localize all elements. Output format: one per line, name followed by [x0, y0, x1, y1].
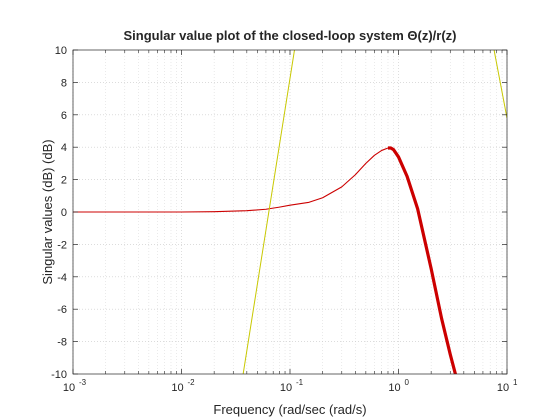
y-tick-label: 0 — [61, 207, 67, 219]
series-line-closed-loop-thick — [387, 146, 458, 374]
x-tick-label: 10 — [63, 382, 75, 394]
x-tick-label: 10 — [497, 382, 509, 394]
y-tick-label: 10 — [55, 45, 67, 57]
y-axis-label: Singular values (dB) (dB) — [40, 139, 55, 284]
x-tick-label: 10 — [171, 382, 183, 394]
axis-ticks — [72, 49, 508, 375]
series-group — [73, 50, 507, 374]
y-tick-label: -8 — [57, 337, 67, 349]
x-axis-label: Frequency (rad/sec (rad/s) — [213, 402, 366, 417]
y-tick-label: -10 — [51, 369, 67, 381]
x-tick-labels: 10 -3 10 -2 10 -1 10 0 10 1 — [63, 378, 518, 394]
series-line-open-loop-2 — [493, 50, 507, 119]
y-tick-labels: -10 -8 -6 -4 -2 0 2 4 6 8 10 — [51, 45, 67, 381]
series-layer — [73, 50, 507, 374]
x-tick-label-exponent: 1 — [513, 378, 518, 387]
series-line-open-loop-1 — [242, 50, 295, 374]
x-tick-label-exponent: -1 — [296, 378, 304, 387]
y-tick-label: 6 — [61, 110, 67, 122]
chart-title: Singular value plot of the closed-loop s… — [124, 28, 457, 43]
y-tick-label: 8 — [61, 77, 67, 89]
y-tick-label: 2 — [61, 175, 67, 187]
x-tick-label-exponent: -3 — [79, 378, 87, 387]
x-tick-label-exponent: 0 — [405, 378, 410, 387]
x-tick-label-exponent: -2 — [188, 378, 196, 387]
y-tick-label: -4 — [57, 272, 67, 284]
y-tick-label: -2 — [57, 239, 67, 251]
x-tick-label: 10 — [388, 382, 400, 394]
x-tick-label: 10 — [280, 382, 292, 394]
y-tick-label: 4 — [61, 142, 67, 154]
y-tick-label: -6 — [57, 304, 67, 316]
